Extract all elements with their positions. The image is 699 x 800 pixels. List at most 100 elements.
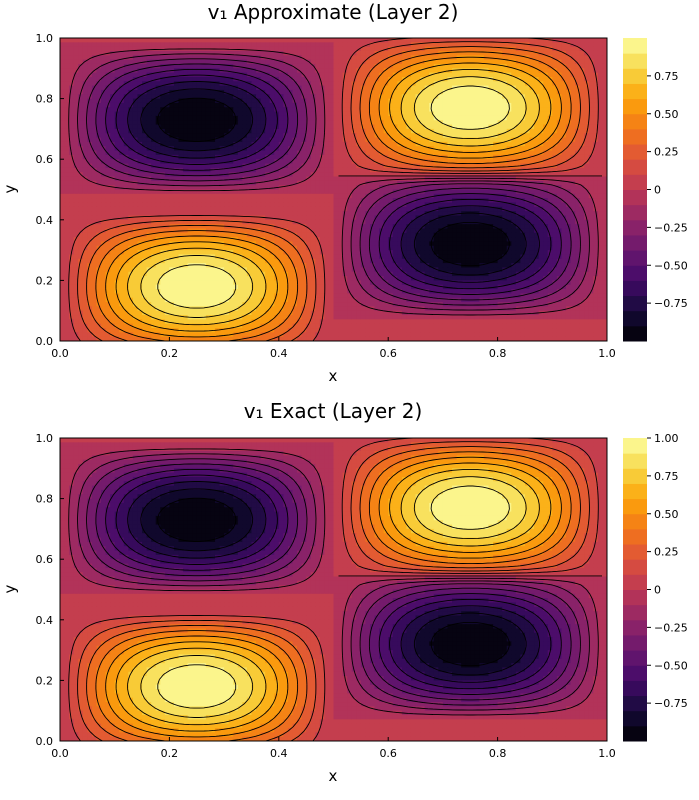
contour-cell xyxy=(584,115,590,121)
contour-cell xyxy=(114,102,120,108)
contour-cell xyxy=(474,189,480,195)
contour-cell xyxy=(78,193,84,199)
contour-cell xyxy=(401,141,408,147)
contour-cell xyxy=(374,150,380,156)
contour-cell xyxy=(278,89,284,95)
contour-cell xyxy=(119,46,125,52)
contour-cell xyxy=(351,206,357,212)
contour-cell xyxy=(584,46,590,52)
contour-cell xyxy=(196,128,202,134)
contour-cell xyxy=(105,94,111,100)
contour-cell xyxy=(328,89,335,95)
contour-cell xyxy=(570,146,576,152)
contour-cell xyxy=(146,193,152,199)
contour-cell xyxy=(365,211,371,217)
contour-cell xyxy=(292,176,298,182)
contour-cell xyxy=(552,167,558,173)
contour-cell xyxy=(105,202,111,208)
contour-cell xyxy=(365,215,371,221)
contour-cell xyxy=(256,59,262,65)
contour-cell xyxy=(233,154,239,160)
contour-cell xyxy=(392,63,398,69)
contour-cell xyxy=(265,172,271,178)
contour-cell xyxy=(388,189,394,195)
contour-cell xyxy=(333,137,339,143)
contour-cell xyxy=(447,180,453,186)
contour-cell xyxy=(470,128,476,134)
contour-cell xyxy=(160,206,166,212)
contour-cell xyxy=(347,146,353,152)
contour-cell xyxy=(328,154,335,160)
contour-cell xyxy=(233,85,239,91)
contour-cell xyxy=(556,133,563,139)
contour-cell xyxy=(201,115,207,121)
contour-cell xyxy=(474,94,480,100)
contour-cell xyxy=(151,193,157,199)
contour-cell xyxy=(420,85,426,91)
contour-cell xyxy=(579,50,585,56)
contour-cell xyxy=(73,124,79,130)
contour-cell xyxy=(543,180,549,186)
contour-cell xyxy=(260,211,266,217)
contour-cell xyxy=(456,176,462,182)
contour-cell xyxy=(251,76,257,82)
contour-cell xyxy=(502,42,508,48)
contour-cell xyxy=(64,150,70,156)
contour-cell xyxy=(552,154,558,160)
contour-cell xyxy=(406,46,412,52)
contour-cell xyxy=(593,111,599,117)
contour-cell xyxy=(461,115,467,121)
contour-cell xyxy=(60,38,66,43)
contour-cell xyxy=(410,76,417,82)
contour-cell xyxy=(160,120,166,126)
contour-cell xyxy=(438,59,444,65)
contour-cell xyxy=(538,211,544,217)
contour-cell xyxy=(474,141,480,147)
contour-cell xyxy=(575,211,581,217)
contour-cell xyxy=(196,76,202,82)
contour-cell xyxy=(187,55,193,61)
contour-cell xyxy=(246,215,253,221)
contour-cell xyxy=(297,215,303,221)
contour-cell xyxy=(579,133,585,139)
contour-cell xyxy=(60,94,66,100)
contour-cell xyxy=(502,163,508,169)
contour-cell xyxy=(82,76,88,82)
contour-cell xyxy=(429,172,435,178)
contour-cell xyxy=(556,94,563,100)
contour-cell xyxy=(442,81,449,87)
contour-cell xyxy=(160,146,166,152)
contour-cell xyxy=(256,63,262,69)
contour-cell xyxy=(324,137,330,143)
contour-cell xyxy=(173,202,180,208)
contour-cell xyxy=(597,198,604,204)
contour-cell xyxy=(110,128,116,134)
contour-cell xyxy=(442,59,449,65)
contour-cell xyxy=(410,185,417,191)
contour-cell xyxy=(73,150,79,156)
contour-cell xyxy=(60,46,66,52)
contour-cell xyxy=(470,89,476,95)
contour-cell xyxy=(319,115,325,121)
contour-cell xyxy=(415,133,421,139)
contour-cell xyxy=(205,193,212,199)
contour-cell xyxy=(219,193,225,199)
contour-cell xyxy=(379,94,385,100)
contour-cell xyxy=(502,59,508,65)
contour-cell xyxy=(324,46,330,52)
contour-cell xyxy=(488,180,494,186)
contour-cell xyxy=(315,55,321,61)
contour-cell xyxy=(365,202,371,208)
contour-cell xyxy=(151,111,157,117)
contour-cell xyxy=(69,120,75,126)
contour-cell xyxy=(183,68,189,74)
contour-cell xyxy=(210,111,216,117)
contour-cell xyxy=(278,141,284,147)
contour-cell xyxy=(556,124,563,130)
contour-cell xyxy=(369,215,376,221)
contour-cell xyxy=(137,189,143,195)
contour-cell xyxy=(210,63,216,69)
contour-cell xyxy=(310,202,316,208)
contour-cell xyxy=(274,150,280,156)
contour-cell xyxy=(470,198,476,204)
